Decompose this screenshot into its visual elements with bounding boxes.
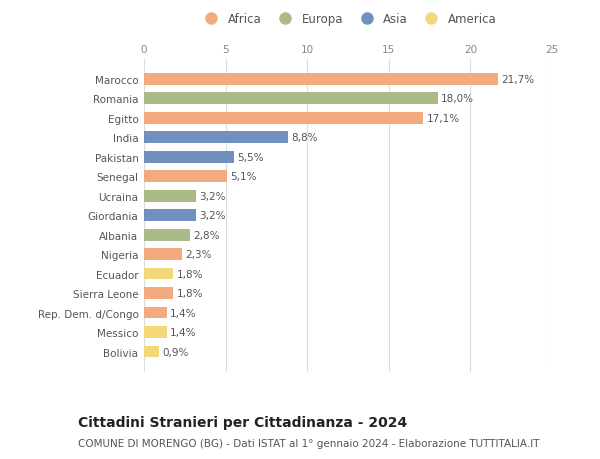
Bar — [144, 326, 167, 338]
Legend: Africa, Europa, Asia, America: Africa, Europa, Asia, America — [196, 9, 500, 29]
Text: 0,9%: 0,9% — [162, 347, 188, 357]
Text: 5,5%: 5,5% — [237, 152, 263, 162]
Bar — [144, 171, 227, 183]
Text: 1,4%: 1,4% — [170, 327, 197, 337]
Bar — [144, 132, 287, 144]
Bar — [144, 268, 173, 280]
Text: 1,8%: 1,8% — [176, 288, 203, 298]
Bar — [144, 93, 438, 105]
Text: 1,4%: 1,4% — [170, 308, 197, 318]
Bar — [144, 249, 182, 260]
Bar — [144, 151, 234, 163]
Bar — [144, 113, 423, 124]
Bar — [144, 74, 498, 85]
Bar — [144, 230, 190, 241]
Bar — [144, 307, 167, 319]
Text: 2,8%: 2,8% — [193, 230, 220, 240]
Bar — [144, 210, 196, 222]
Bar — [144, 288, 173, 299]
Bar — [144, 190, 196, 202]
Text: 2,3%: 2,3% — [185, 250, 211, 260]
Bar — [144, 346, 158, 358]
Text: 5,1%: 5,1% — [230, 172, 257, 182]
Text: 17,1%: 17,1% — [427, 113, 460, 123]
Text: 1,8%: 1,8% — [176, 269, 203, 279]
Text: 21,7%: 21,7% — [502, 75, 535, 84]
Text: 18,0%: 18,0% — [441, 94, 474, 104]
Text: 3,2%: 3,2% — [199, 191, 226, 202]
Text: Cittadini Stranieri per Cittadinanza - 2024: Cittadini Stranieri per Cittadinanza - 2… — [78, 415, 407, 429]
Text: 8,8%: 8,8% — [291, 133, 317, 143]
Text: COMUNE DI MORENGO (BG) - Dati ISTAT al 1° gennaio 2024 - Elaborazione TUTTITALIA: COMUNE DI MORENGO (BG) - Dati ISTAT al 1… — [78, 438, 539, 448]
Text: 3,2%: 3,2% — [199, 211, 226, 221]
